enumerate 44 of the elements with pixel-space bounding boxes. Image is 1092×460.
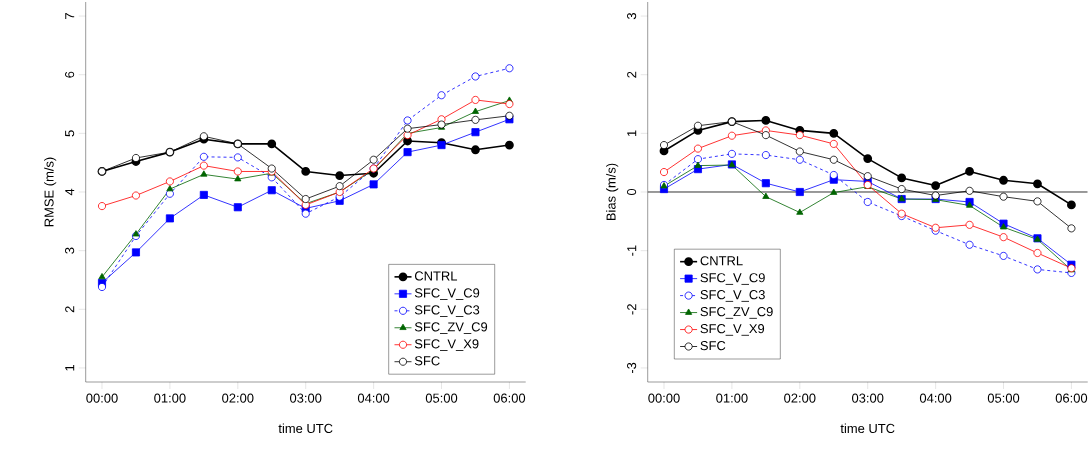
x-tick-label: 03:00: [852, 393, 884, 403]
y-tick-label: -3: [627, 362, 637, 374]
y-axis-title: RMSE (m/s): [44, 157, 57, 227]
x-tick-label: 05:00: [425, 393, 458, 403]
legend-label: SFC_V_X9: [414, 339, 479, 351]
y-tick-label: 5: [65, 130, 75, 137]
legend-label: SFC_V_C9: [414, 288, 480, 300]
x-tick-label: 02:00: [784, 393, 816, 403]
y-tick-label: 2: [65, 306, 75, 313]
y-tick-label: 7: [65, 13, 75, 19]
x-axis-title: time UTC: [840, 423, 895, 434]
x-tick-label: 05:00: [987, 393, 1020, 403]
y-tick-label: 3: [627, 13, 637, 20]
legend-label: SFC: [414, 356, 440, 366]
x-axis-title: time UTC: [278, 423, 333, 434]
legend-label: SFC_V_C3: [700, 290, 765, 302]
legend-label: SFC_V_C9: [700, 273, 765, 285]
y-tick-label: -1: [627, 245, 637, 256]
x-tick-label: 00:00: [648, 393, 680, 403]
y-tick-label: 0: [627, 188, 637, 196]
y-tick-label: 4: [65, 188, 75, 196]
y-tick-label: 1: [65, 364, 75, 371]
y-tick-label: 6: [65, 71, 75, 78]
x-tick-label: 06:00: [1055, 393, 1088, 403]
y-tick-label: 2: [627, 71, 637, 78]
legend-label: SFC_ZV_C9: [700, 307, 773, 319]
x-tick-label: 06:00: [493, 393, 526, 403]
legend-label: CNTRL: [700, 256, 743, 266]
x-tick-label: 02:00: [222, 393, 254, 403]
x-tick-label: 03:00: [290, 393, 322, 403]
x-tick-label: 04:00: [357, 393, 390, 403]
x-tick-label: 00:00: [86, 393, 118, 403]
legend-label: SFC_ZV_C9: [414, 322, 488, 334]
x-tick-label: 04:00: [919, 393, 952, 403]
legend-label: SFC: [700, 341, 726, 351]
x-tick-label: 01:00: [716, 393, 748, 403]
legend-label: CNTRL: [414, 271, 458, 281]
legend-label: SFC_V_X9: [700, 324, 765, 336]
x-tick-label: 01:00: [154, 393, 186, 403]
y-tick-label: -2: [627, 304, 637, 315]
y-tick-label: 3: [65, 247, 75, 254]
y-tick-label: 1: [627, 130, 637, 136]
y-axis-title: Bias (m/s): [606, 163, 619, 221]
legend-label: SFC_V_C3: [414, 305, 480, 317]
